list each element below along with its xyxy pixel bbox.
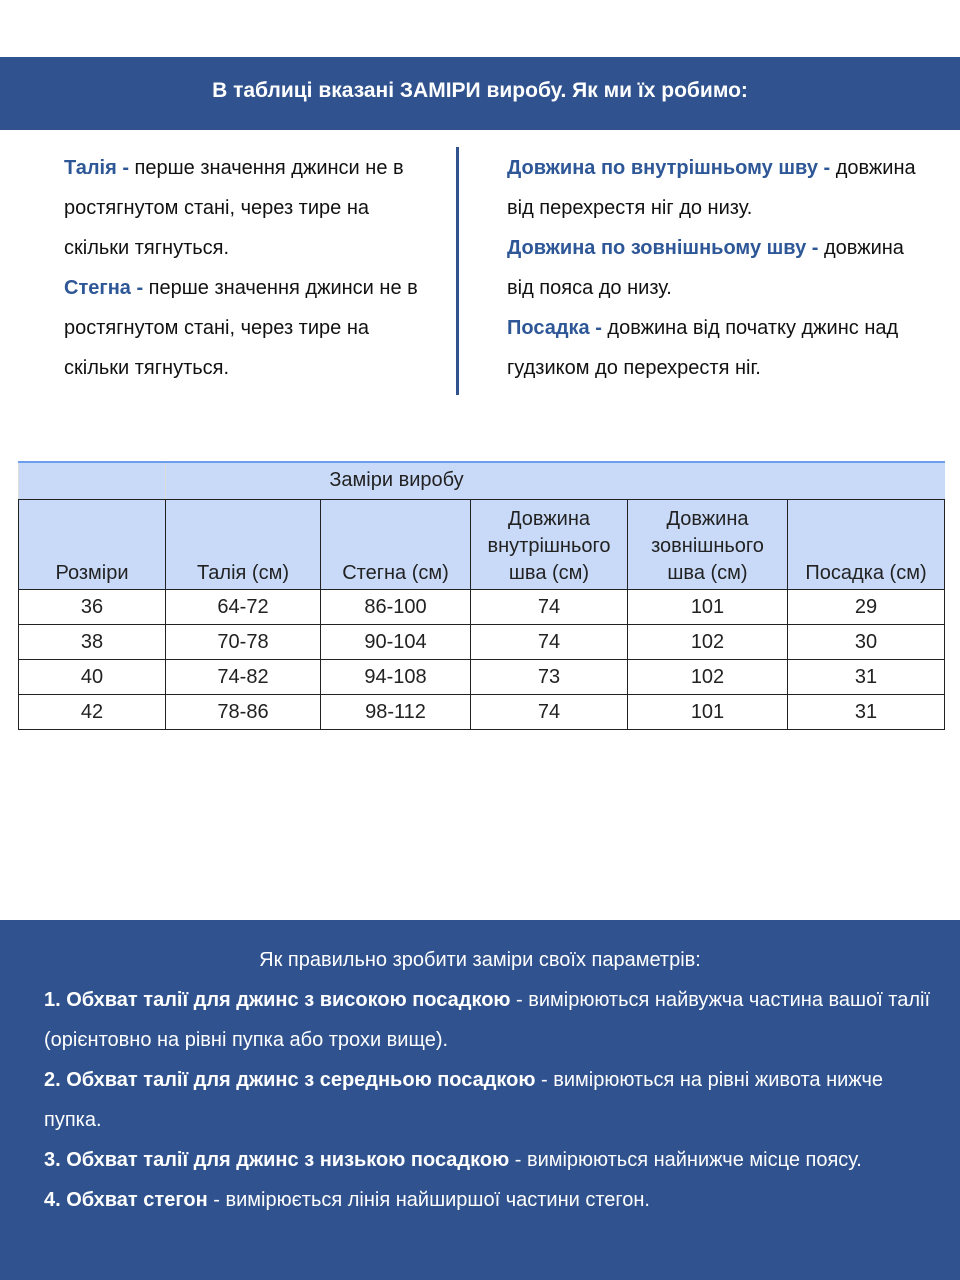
instruction-item: 1. Обхват талії для джинс з високою поса…	[44, 980, 934, 1060]
table-cell: 31	[787, 659, 945, 695]
table-row: 40 74-82 94-108 73 102 31	[18, 659, 945, 695]
table-cell: 74	[470, 589, 628, 625]
table-row: 36 64-72 86-100 74 101 29	[18, 589, 945, 625]
definition-term: Довжина по зовнішньому шву -	[507, 237, 819, 259]
definition-term: Стегна -	[64, 277, 144, 299]
table-cell: 31	[787, 694, 945, 730]
table-cell: 40	[18, 659, 166, 695]
definition-waist: Талія - перше значення джинси не в ростя…	[64, 148, 436, 268]
table-group-header-row: Заміри виробу	[18, 461, 945, 500]
instruction-item: 4. Обхват стегон - вимірюється лінія най…	[44, 1180, 934, 1220]
definition-text: довжина від початку джинс над гудзиком д…	[507, 317, 899, 379]
instruction-text: - вимірюються найнижче місце поясу.	[509, 1149, 862, 1171]
column-header: Стегна (см)	[320, 499, 471, 590]
definition-inseam: Довжина по внутрішньому шву - довжина ві…	[507, 148, 927, 228]
instructions-band: Як правильно зробити заміри своїх параме…	[0, 920, 960, 1280]
header-band: В таблиці вказані ЗАМІРИ виробу. Як ми ї…	[0, 57, 960, 130]
table-header-empty	[627, 461, 788, 500]
definition-text: перше значення джинси не в ростягнутом с…	[64, 157, 404, 259]
column-header: Посадка (см)	[787, 499, 945, 590]
instruction-text: - вимірюються найвужча частина вашої тал…	[44, 989, 931, 1051]
table-group-header: Заміри виробу	[165, 461, 628, 500]
table-cell: 94-108	[320, 659, 471, 695]
table-cell: 78-86	[165, 694, 321, 730]
instruction-item: 2. Обхват талії для джинс з середньою по…	[44, 1060, 934, 1140]
instruction-text: - вимірюється лінія найширшої частини ст…	[207, 1189, 650, 1211]
table-cell: 36	[18, 589, 166, 625]
table-cell: 30	[787, 624, 945, 660]
definition-term: Посадка -	[507, 317, 602, 339]
table-header-empty	[787, 461, 945, 500]
column-header: Довжина внутрішнього шва (см)	[470, 499, 628, 590]
table-row: 42 78-86 98-112 74 101 31	[18, 694, 945, 730]
column-header: Талія (см)	[165, 499, 321, 590]
instruction-term: 2. Обхват талії для джинс з середньою по…	[44, 1069, 536, 1091]
column-header: Розміри	[18, 499, 166, 590]
table-cell: 42	[18, 694, 166, 730]
table-cell: 102	[627, 659, 788, 695]
table-cell: 101	[627, 694, 788, 730]
table-cell: 38	[18, 624, 166, 660]
table-cell: 102	[627, 624, 788, 660]
table-cell: 74	[470, 694, 628, 730]
instruction-term: 1. Обхват талії для джинс з високою поса…	[44, 989, 511, 1011]
instruction-term: 4. Обхват стегон	[44, 1189, 208, 1211]
table-cell: 74	[470, 624, 628, 660]
left-definitions: Талія - перше значення джинси не в ростя…	[64, 148, 436, 388]
table-cell: 101	[627, 589, 788, 625]
right-definitions: Довжина по внутрішньому шву - довжина ві…	[507, 148, 927, 388]
table-header-row: Розміри Талія (см) Стегна (см) Довжина в…	[18, 499, 945, 590]
table-cell: 73	[470, 659, 628, 695]
definition-term: Талія -	[64, 157, 129, 179]
table-row: 38 70-78 90-104 74 102 30	[18, 624, 945, 660]
table-cell: 90-104	[320, 624, 471, 660]
table-cell: 98-112	[320, 694, 471, 730]
instruction-item: 3. Обхват талії для джинс з низькою поса…	[44, 1140, 934, 1180]
table-cell: 74-82	[165, 659, 321, 695]
table-cell: 70-78	[165, 624, 321, 660]
size-table: Заміри виробу Розміри Талія (см) Стегна …	[18, 461, 945, 730]
column-divider	[456, 147, 459, 395]
definition-term: Довжина по внутрішньому шву -	[507, 157, 831, 179]
instruction-term: 3. Обхват талії для джинс з низькою поса…	[44, 1149, 510, 1171]
instruction-text: - вимірюються на рівні живота нижче пупк…	[44, 1069, 884, 1131]
table-header-empty	[18, 461, 166, 500]
table-group-header-text: Заміри виробу	[329, 468, 464, 491]
definition-hips: Стегна - перше значення джинси не в рост…	[64, 268, 436, 388]
definition-rise: Посадка - довжина від початку джинс над …	[507, 308, 927, 388]
column-header: Довжина зовнішнього шва (см)	[627, 499, 788, 590]
definition-text: довжина від перехрестя ніг до низу.	[507, 157, 916, 219]
table-cell: 29	[787, 589, 945, 625]
instructions-title: Як правильно зробити заміри своїх параме…	[259, 949, 701, 971]
definition-outseam: Довжина по зовнішньому шву - довжина від…	[507, 228, 927, 308]
header-title: В таблиці вказані ЗАМІРИ виробу. Як ми ї…	[212, 79, 748, 102]
table-cell: 86-100	[320, 589, 471, 625]
table-cell: 64-72	[165, 589, 321, 625]
definition-text: перше значення джинси не в ростягнутом с…	[64, 277, 418, 379]
definition-text: довжина від пояса до низу.	[507, 237, 904, 299]
